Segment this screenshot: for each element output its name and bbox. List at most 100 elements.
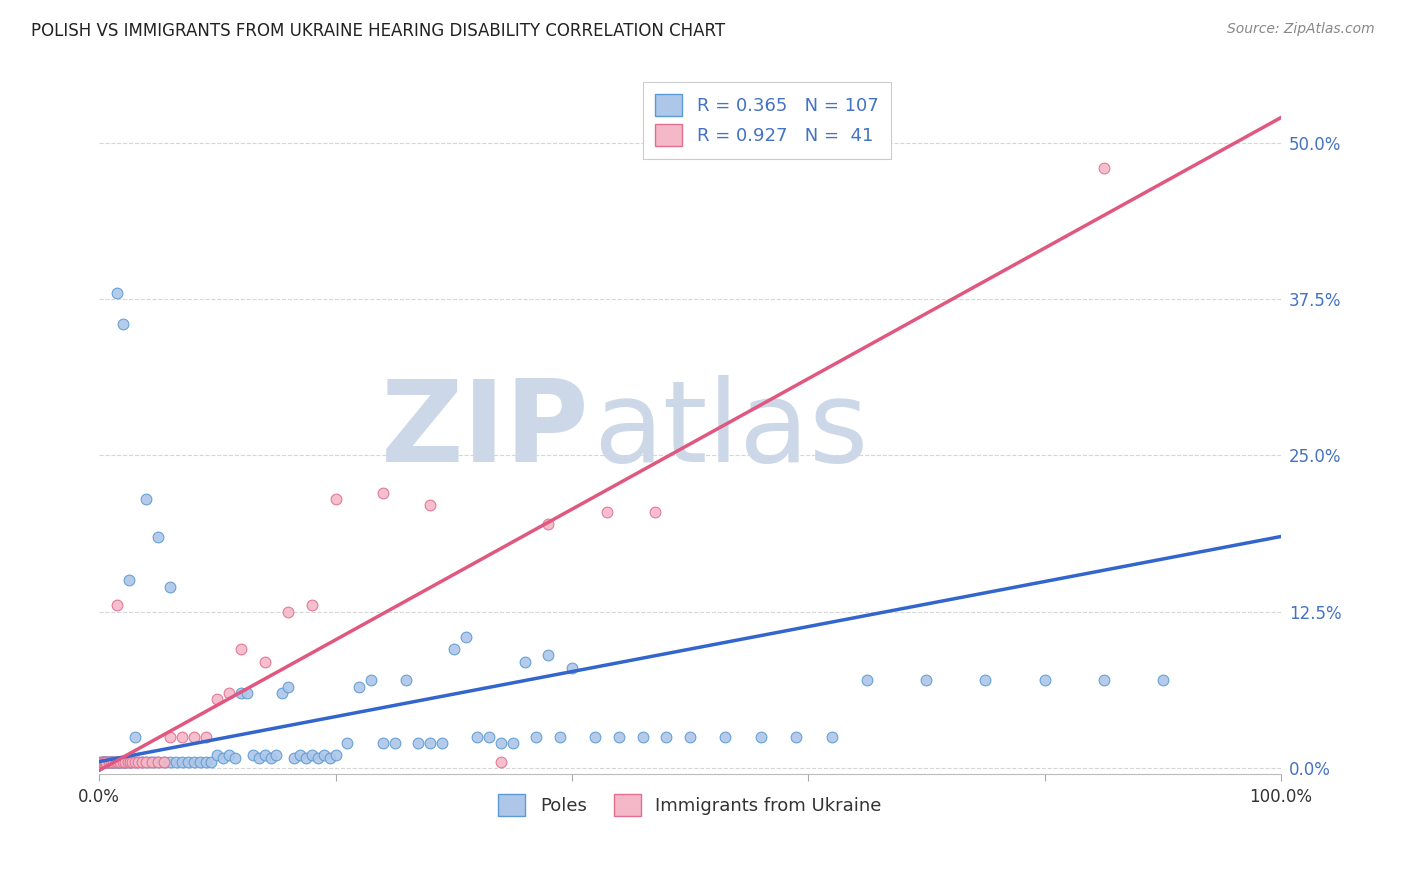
Point xyxy=(288,748,311,763)
Point xyxy=(236,686,259,700)
Point xyxy=(111,755,134,769)
Point xyxy=(111,317,134,331)
Point xyxy=(104,755,127,769)
Point xyxy=(121,755,143,769)
Point xyxy=(94,755,117,769)
Point xyxy=(114,755,136,769)
Point xyxy=(229,686,252,700)
Point xyxy=(489,755,512,769)
Text: POLISH VS IMMIGRANTS FROM UKRAINE HEARING DISABILITY CORRELATION CHART: POLISH VS IMMIGRANTS FROM UKRAINE HEARIN… xyxy=(31,22,725,40)
Point xyxy=(104,755,127,769)
Point xyxy=(118,574,141,588)
Point xyxy=(90,755,112,769)
Point xyxy=(325,748,347,763)
Point xyxy=(277,680,299,694)
Point xyxy=(103,755,125,769)
Text: Source: ZipAtlas.com: Source: ZipAtlas.com xyxy=(1227,22,1375,37)
Point xyxy=(1092,161,1115,175)
Point xyxy=(419,736,441,750)
Point xyxy=(105,599,128,613)
Point xyxy=(1033,673,1056,688)
Point xyxy=(96,755,118,769)
Point xyxy=(229,642,252,657)
Point xyxy=(384,736,406,750)
Point xyxy=(655,730,678,744)
Point xyxy=(714,730,737,744)
Point xyxy=(253,748,276,763)
Point xyxy=(177,755,200,769)
Point xyxy=(454,630,477,644)
Point xyxy=(139,755,162,769)
Point xyxy=(135,755,157,769)
Point xyxy=(489,736,512,750)
Point xyxy=(98,755,121,769)
Point xyxy=(537,516,560,531)
Point xyxy=(93,755,115,769)
Point xyxy=(90,755,112,769)
Point xyxy=(107,755,129,769)
Point xyxy=(247,751,270,765)
Point xyxy=(644,504,666,518)
Point xyxy=(97,755,120,769)
Point xyxy=(395,673,418,688)
Point xyxy=(97,755,120,769)
Point xyxy=(419,498,441,512)
Point xyxy=(318,751,340,765)
Point xyxy=(336,736,359,750)
Point xyxy=(631,730,654,744)
Point xyxy=(153,755,176,769)
Point xyxy=(974,673,997,688)
Point xyxy=(360,673,382,688)
Point xyxy=(371,485,394,500)
Point xyxy=(277,605,299,619)
Point xyxy=(165,755,187,769)
Point xyxy=(94,755,117,769)
Point xyxy=(124,755,146,769)
Point xyxy=(526,730,548,744)
Point xyxy=(159,730,181,744)
Point xyxy=(103,755,125,769)
Point xyxy=(148,755,170,769)
Point xyxy=(271,686,294,700)
Point xyxy=(94,755,117,769)
Point xyxy=(218,748,240,763)
Point xyxy=(89,755,111,769)
Point xyxy=(105,755,128,769)
Point xyxy=(118,755,141,769)
Text: ZIP: ZIP xyxy=(381,375,589,486)
Point xyxy=(135,491,157,506)
Point xyxy=(131,755,153,769)
Point xyxy=(112,755,135,769)
Point xyxy=(266,748,288,763)
Point xyxy=(124,730,146,744)
Point xyxy=(301,599,323,613)
Point xyxy=(91,755,114,769)
Point xyxy=(537,648,560,663)
Point xyxy=(218,686,240,700)
Point xyxy=(117,755,139,769)
Point xyxy=(224,751,246,765)
Point xyxy=(93,755,115,769)
Point xyxy=(96,755,118,769)
Point xyxy=(194,755,217,769)
Point xyxy=(253,655,276,669)
Point xyxy=(141,755,163,769)
Point xyxy=(110,755,132,769)
Point xyxy=(1092,673,1115,688)
Point xyxy=(183,730,205,744)
Point xyxy=(785,730,807,744)
Point xyxy=(561,661,583,675)
Point xyxy=(242,748,264,763)
Point xyxy=(103,755,125,769)
Point xyxy=(821,730,844,744)
Point xyxy=(110,755,132,769)
Point xyxy=(207,748,229,763)
Point xyxy=(100,755,122,769)
Legend: Poles, Immigrants from Ukraine: Poles, Immigrants from Ukraine xyxy=(491,787,889,823)
Point xyxy=(124,755,146,769)
Point xyxy=(127,755,149,769)
Point xyxy=(325,491,347,506)
Point xyxy=(148,755,170,769)
Point xyxy=(259,751,281,765)
Point xyxy=(170,755,193,769)
